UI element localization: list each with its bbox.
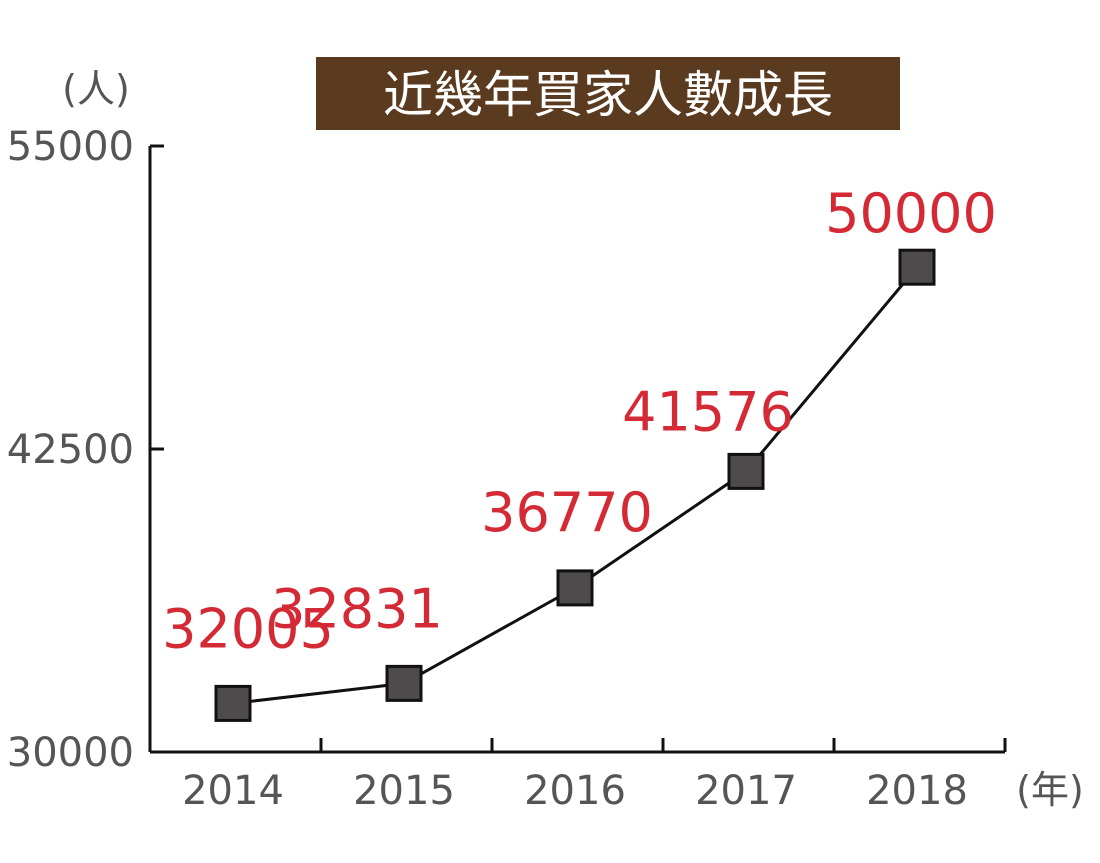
data-point-2018 [898, 248, 936, 286]
x-axis-ticks: 2014 2015 2016 2017 2018 [182, 738, 1007, 814]
data-label-2018: 50000 [825, 182, 997, 245]
y-axis-unit-label: (人) [62, 67, 130, 111]
chart-title: 近幾年買家人數成長 [383, 66, 833, 124]
data-label-2014: 32005 [162, 597, 334, 660]
x-tick-label-2: 2016 [524, 768, 626, 814]
y-axis-ticks: 30000 42500 55000 [7, 124, 164, 776]
x-tick-label-4: 2018 [866, 768, 968, 814]
y-tick-label-0: 30000 [7, 730, 134, 776]
data-point-2015 [385, 664, 423, 702]
data-label-2017: 41576 [622, 380, 794, 443]
x-tick-label-1: 2015 [353, 768, 455, 814]
x-axis-unit-label: (年) [1016, 768, 1084, 812]
series-group [214, 248, 936, 722]
data-label-2016: 36770 [481, 481, 653, 544]
data-point-2016 [556, 569, 594, 607]
y-tick-label-2: 55000 [7, 124, 134, 170]
data-label-2015: 32831 [271, 577, 443, 640]
y-tick-label-1: 42500 [7, 427, 134, 473]
chart-title-background [316, 57, 900, 130]
x-tick-label-0: 2014 [182, 768, 284, 814]
data-point-2017 [727, 452, 765, 490]
x-tick-label-3: 2017 [695, 768, 797, 814]
data-point-2014 [214, 684, 252, 722]
